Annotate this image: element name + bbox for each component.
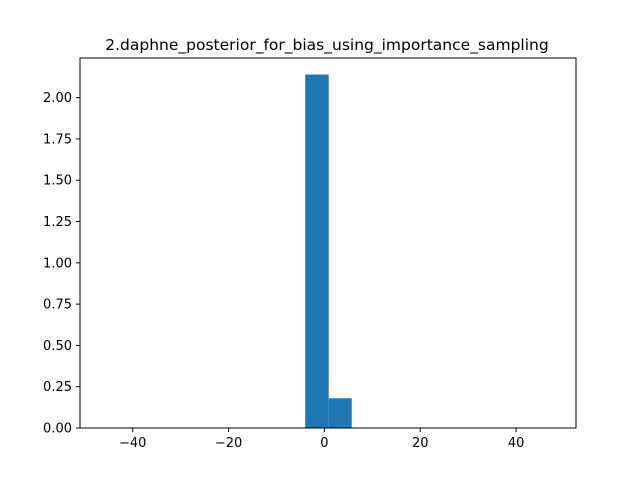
histogram-bar-0 [305, 74, 329, 429]
y-tick-label: 0.00 [43, 422, 72, 437]
axes-frame [79, 57, 577, 429]
x-tick-label: −20 [215, 436, 242, 451]
chart-title: 2.daphne_posterior_for_bias_using_import… [105, 36, 548, 55]
y-tick-label: 1.50 [43, 174, 72, 189]
y-tick-label: 0.75 [43, 298, 72, 313]
x-tick-label: 40 [508, 436, 525, 451]
y-tick-label: 0.25 [43, 380, 72, 395]
y-tick-label: 1.25 [43, 215, 72, 230]
x-tick-label: 20 [412, 436, 429, 451]
histogram-bars [305, 74, 352, 429]
x-tick-label: 0 [320, 436, 328, 451]
x-tick-label: −40 [119, 436, 146, 451]
y-tick-label: 1.75 [43, 132, 72, 147]
y-tick-label: 2.00 [43, 91, 72, 106]
y-tick-label: 0.50 [43, 339, 72, 354]
x-axis: −40 −20 0 20 40 [119, 428, 524, 451]
histogram-bar-1 [328, 398, 352, 428]
y-tick-label: 1.00 [43, 256, 72, 271]
y-axis: 0.00 0.25 0.50 0.75 1.00 1.25 1.50 1.75 2.00 [43, 91, 80, 437]
